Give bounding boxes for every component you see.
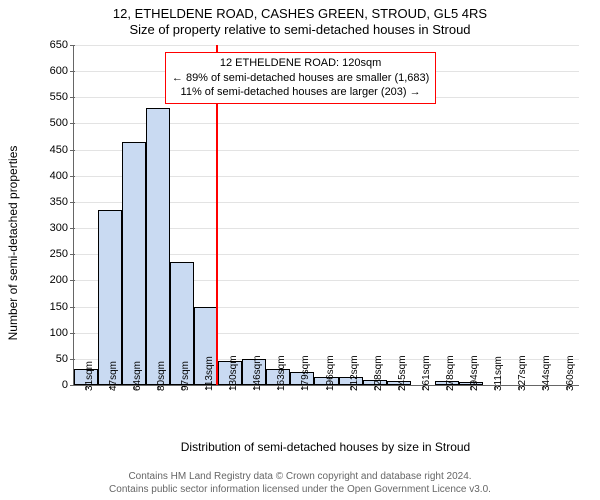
y-tick-label: 250 (50, 248, 74, 260)
y-tick-label: 450 (50, 144, 74, 156)
x-tick-label: 163sqm (276, 355, 287, 391)
histogram-bar (98, 210, 122, 385)
x-tick-label: 64sqm (132, 361, 143, 391)
x-tick-label: 179sqm (300, 355, 311, 391)
x-tick-label: 47sqm (108, 361, 119, 391)
histogram-bar (146, 108, 170, 385)
y-tick-label: 350 (50, 196, 74, 208)
chart-title-line1: 12, ETHELDENE ROAD, CASHES GREEN, STROUD… (0, 6, 600, 22)
annotation-line: ← 89% of semi-detached houses are smalle… (172, 71, 429, 86)
x-tick-label: 196sqm (325, 355, 336, 391)
x-tick-label: 113sqm (204, 356, 215, 391)
x-tick-label: 344sqm (541, 355, 552, 391)
y-tick-label: 200 (50, 274, 74, 286)
y-tick-label: 500 (50, 117, 74, 129)
chart: Number of semi-detached properties 05010… (35, 45, 590, 440)
gridline (74, 45, 579, 46)
x-tick-label: 311sqm (493, 356, 504, 391)
y-tick-label: 550 (50, 91, 74, 103)
chart-title-line2: Size of property relative to semi-detach… (0, 22, 600, 38)
x-tick-label: 278sqm (445, 355, 456, 391)
x-tick-label: 327sqm (517, 355, 528, 391)
x-tick-label: 130sqm (228, 355, 239, 391)
footer: Contains HM Land Registry data © Crown c… (0, 471, 600, 496)
x-tick-label: 360sqm (565, 355, 576, 391)
y-tick-label: 650 (50, 39, 74, 51)
y-tick-label: 400 (50, 170, 74, 182)
y-tick-label: 100 (50, 327, 74, 339)
x-tick-label: 294sqm (469, 355, 480, 391)
y-tick-label: 50 (56, 353, 74, 365)
y-tick-label: 300 (50, 222, 74, 234)
x-tick-label: 245sqm (397, 355, 408, 391)
annotation-line: 11% of semi-detached houses are larger (… (172, 85, 429, 100)
x-tick-label: 31sqm (84, 361, 95, 391)
x-tick-label: 97sqm (180, 361, 191, 391)
y-axis-label: Number of semi-detached properties (6, 145, 20, 340)
footer-line1: Contains HM Land Registry data © Crown c… (0, 471, 600, 484)
x-tick-label: 146sqm (252, 355, 263, 391)
x-tick-label: 80sqm (156, 361, 167, 391)
x-tick-label: 228sqm (373, 355, 384, 391)
plot-area: 0501001502002503003504004505005506006503… (73, 45, 579, 386)
annotation-line: 12 ETHELDENE ROAD: 120sqm (172, 56, 429, 71)
footer-line2: Contains public sector information licen… (0, 484, 600, 497)
histogram-bar (122, 142, 146, 385)
y-tick-label: 600 (50, 65, 74, 77)
annotation-box: 12 ETHELDENE ROAD: 120sqm← 89% of semi-d… (165, 52, 436, 105)
x-tick-label: 212sqm (349, 355, 360, 391)
x-tick-label: 261sqm (421, 355, 432, 391)
y-tick-label: 150 (50, 301, 74, 313)
chart-title-block: 12, ETHELDENE ROAD, CASHES GREEN, STROUD… (0, 0, 600, 39)
y-tick-label: 0 (62, 379, 74, 391)
